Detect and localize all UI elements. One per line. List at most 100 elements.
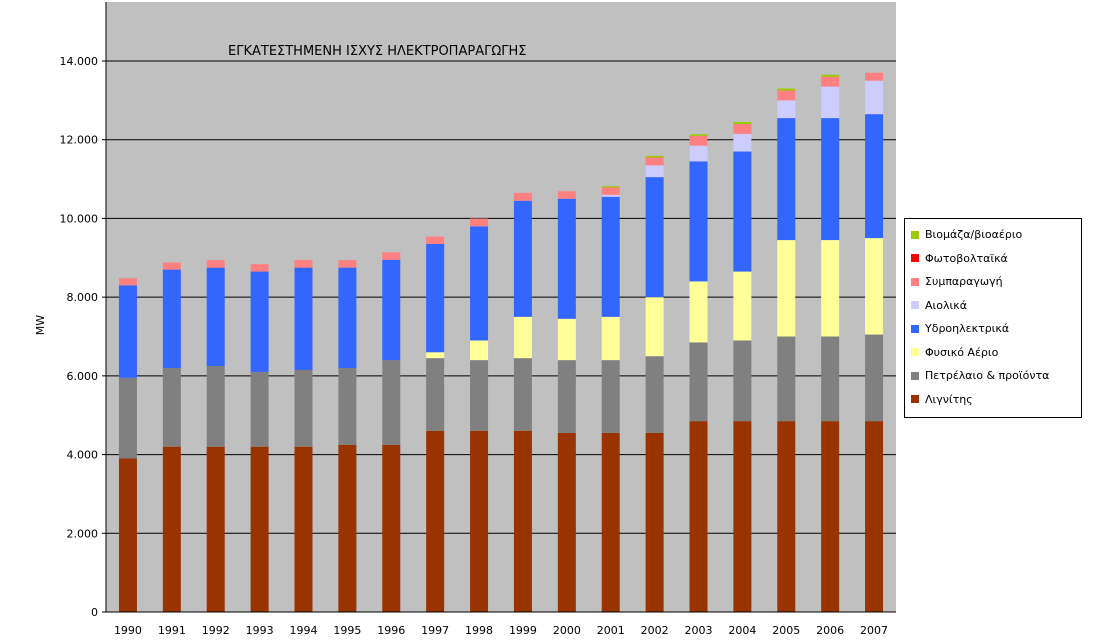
bar-segment [338, 444, 357, 612]
legend-swatch [911, 277, 919, 286]
legend-swatch [911, 230, 919, 239]
bar-segment [733, 271, 752, 341]
x-tick-label: 2000 [553, 624, 581, 637]
x-tick-label: 1994 [290, 624, 318, 637]
bar-segment [821, 336, 840, 422]
bar-segment [865, 421, 884, 612]
bar-segment [601, 186, 620, 188]
legend-item: Βιομάζα/βιοαέριο [911, 223, 1081, 247]
bar-segment [206, 260, 225, 268]
bar-segment [865, 80, 884, 115]
x-tick-label: 2005 [772, 624, 800, 637]
bars [118, 72, 884, 612]
bar-segment [689, 161, 708, 282]
bar-segment [470, 226, 489, 341]
bar-segment [118, 377, 137, 459]
bar-segment [821, 86, 840, 119]
bar-segment [645, 432, 664, 612]
bar-segment [470, 218, 489, 227]
y-tick-label: 2.000 [67, 527, 99, 540]
bar-segment [733, 133, 752, 152]
bar-segment [557, 318, 576, 361]
bar-segment [865, 334, 884, 422]
bar-segment [162, 446, 181, 612]
y-tick-label: 14.000 [60, 55, 99, 68]
bar-segment [865, 72, 884, 81]
bar-segment [338, 260, 357, 268]
x-tick-label: 1996 [377, 624, 405, 637]
legend-item: Υδροηλεκτρικά [911, 317, 1081, 341]
bar-segment [865, 114, 884, 239]
legend-swatch [911, 324, 919, 333]
bar-segment [733, 122, 752, 124]
bar-segment [645, 155, 664, 158]
bar-segment [777, 88, 796, 91]
bar-segment [206, 366, 225, 447]
bar-segment [294, 267, 313, 370]
x-ticks: 1990 1991 1992 1993 1994 1995 1996 1997 1998 1999… [114, 624, 888, 637]
legend-item: Συμπαραγωγή [911, 270, 1081, 294]
x-tick-label: 1997 [421, 624, 449, 637]
bar-segment [733, 123, 752, 134]
bar-segment [601, 187, 620, 195]
legend-swatch [911, 395, 919, 404]
legend-label: Φωτοβολταϊκά [925, 251, 1008, 265]
bar-segment [645, 177, 664, 298]
bar-segment [162, 367, 181, 447]
bar-segment [162, 269, 181, 368]
bar-segment [513, 192, 532, 201]
bar-segment [162, 262, 181, 270]
bar-segment [250, 371, 269, 447]
legend-label: Συμπαραγωγή [925, 275, 1003, 289]
x-tick-label: 1992 [202, 624, 230, 637]
legend-item: Αιολικά [911, 294, 1081, 318]
legend-swatch [911, 371, 919, 380]
bar-segment [338, 267, 357, 368]
legend-swatch [911, 348, 919, 357]
bar-segment [206, 267, 225, 367]
bar-segment [250, 271, 269, 372]
legend-label: Υδροηλεκτρικά [925, 322, 1010, 336]
plot-area [106, 2, 896, 612]
x-tick-label: 1991 [158, 624, 186, 637]
x-tick-label: 1999 [509, 624, 537, 637]
bar-segment [689, 135, 708, 146]
x-tick-label: 2003 [685, 624, 713, 637]
bar-segment [601, 316, 620, 361]
gridlines [106, 60, 896, 534]
bar-segment [557, 360, 576, 433]
bar-segment [557, 191, 576, 199]
legend-label: Πετρέλαιο & προϊόντα [925, 369, 1050, 383]
y-tick-label: 8.000 [67, 291, 99, 304]
bar-segment [426, 430, 445, 612]
bar-segment [821, 76, 840, 87]
bar-segment [382, 444, 401, 612]
bar-segment [426, 358, 445, 431]
bar-segment [382, 360, 401, 445]
y-tick-label: 10.000 [60, 212, 99, 225]
legend-label: Αιολικά [925, 298, 967, 312]
bar-segment [689, 281, 708, 343]
bar-segment [645, 157, 664, 166]
bar-segment [294, 446, 313, 612]
bar-segment [382, 252, 401, 260]
bar-segment [777, 421, 796, 612]
y-ticks: 0 2.000 4.000 6.000 8.000 10.000 12.000 14.000 [60, 55, 106, 619]
y-axis-label: MW [34, 315, 47, 335]
legend-item: Φυσικό Αέριο [911, 341, 1081, 365]
y-tick-label: 12.000 [60, 134, 99, 147]
bar-segment [733, 421, 752, 612]
x-tick-label: 2002 [641, 624, 669, 637]
bar-segment [426, 236, 445, 245]
bar-segment [645, 165, 664, 178]
bar-segment [733, 340, 752, 422]
bar-segment [470, 430, 489, 612]
bar-segment [557, 432, 576, 612]
x-tick-label: 1995 [333, 624, 361, 637]
legend-item: Φωτοβολταϊκά [911, 247, 1081, 271]
y-tick-label: 4.000 [67, 449, 99, 462]
bar-segment [513, 316, 532, 359]
bar-segment [821, 240, 840, 337]
bar-segment [777, 100, 796, 119]
